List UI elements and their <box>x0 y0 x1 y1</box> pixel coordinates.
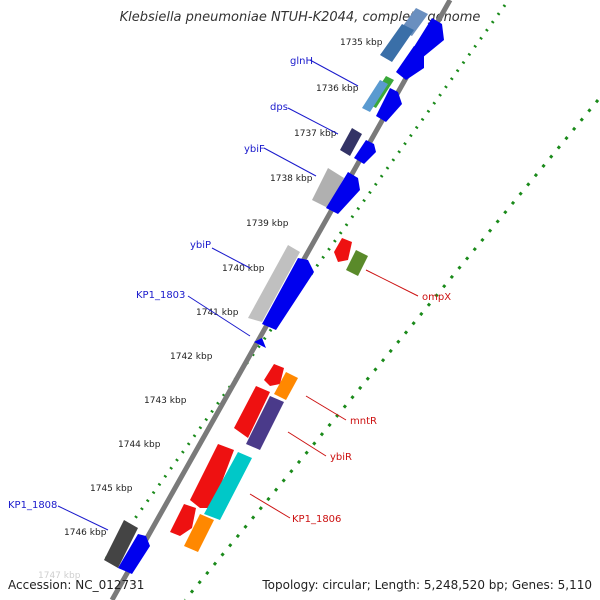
topology-text: Topology: circular; Length: 5,248,520 bp… <box>262 578 592 592</box>
outer-ruler <box>103 4 507 561</box>
forward-cds <box>118 18 444 574</box>
cds-arrow[interactable] <box>170 504 196 536</box>
gene-label[interactable]: mntR <box>350 416 377 427</box>
gene-label[interactable]: ybiF <box>244 144 265 155</box>
tick-label: 1735 kbp <box>340 38 383 48</box>
gene-block[interactable] <box>362 80 388 112</box>
tick-label: 1737 kbp <box>294 129 337 139</box>
map-title: Klebsiella pneumoniae NTUH-K2044, comple… <box>119 10 481 25</box>
tick-label: 1739 kbp <box>246 219 289 229</box>
cds-arrow[interactable] <box>262 258 314 330</box>
cds-arrow[interactable] <box>274 372 298 400</box>
cds-arrow[interactable] <box>376 88 402 122</box>
cds-arrow[interactable] <box>190 444 234 508</box>
cds-arrow[interactable] <box>118 534 150 574</box>
gene-label[interactable]: KP1_1806 <box>292 514 341 525</box>
cds-arrow[interactable] <box>204 452 252 520</box>
tick-label: 1743 kbp <box>144 396 187 406</box>
tick-label: 1741 kbp <box>196 308 239 318</box>
cds-arrow[interactable] <box>246 396 284 450</box>
forward-callouts <box>57 59 359 531</box>
tick-labels: 1735 kbp 1736 kbp 1737 kbp 1738 kbp 1739 kbp… <box>38 38 383 581</box>
cds-arrow[interactable] <box>234 386 270 438</box>
cds-arrow[interactable] <box>264 364 284 386</box>
tick-label: 1736 kbp <box>316 84 359 94</box>
gene-block[interactable] <box>312 168 344 208</box>
cds-arrow[interactable] <box>396 46 424 80</box>
gene-labels: glnH dps ybiF ybiP KP1_1803 KP1_1808 ompX mntR y… <box>8 56 451 525</box>
gene-block[interactable] <box>248 245 300 322</box>
tick-label: 1745 kbp <box>90 484 133 494</box>
gene-label[interactable]: KP1_1803 <box>136 290 185 301</box>
gene-block[interactable] <box>254 338 266 348</box>
gene-label[interactable]: KP1_1808 <box>8 500 57 511</box>
accession-text: Accession: NC_012731 <box>8 578 145 592</box>
gene-label[interactable]: ybiR <box>330 452 352 463</box>
reverse-callouts <box>249 269 419 519</box>
forward-genes <box>104 8 428 568</box>
reverse-cds <box>170 238 368 552</box>
tick-label: 1747 kbp <box>38 571 81 581</box>
cds-arrow[interactable] <box>184 514 214 552</box>
tick-label: 1740 kbp <box>222 264 265 274</box>
cds-arrow[interactable] <box>346 250 368 276</box>
tick-label: 1746 kbp <box>64 528 107 538</box>
gene-label[interactable]: ybiP <box>190 240 211 251</box>
cds-arrow[interactable] <box>412 18 444 58</box>
gene-block[interactable] <box>340 128 362 156</box>
gene-block[interactable] <box>380 24 414 62</box>
tick-label: 1744 kbp <box>118 440 161 450</box>
cds-arrow[interactable] <box>326 172 360 214</box>
gene-block[interactable] <box>104 520 138 568</box>
tick-label: 1738 kbp <box>270 174 313 184</box>
tick-label: 1742 kbp <box>170 352 213 362</box>
cds-arrow[interactable] <box>334 238 352 262</box>
cds-arrow[interactable] <box>354 140 376 164</box>
gene-label[interactable]: glnH <box>290 56 313 67</box>
inner-ruler <box>183 99 600 600</box>
gene-label[interactable]: ompX <box>422 292 451 303</box>
gene-label[interactable]: dps <box>270 102 288 113</box>
